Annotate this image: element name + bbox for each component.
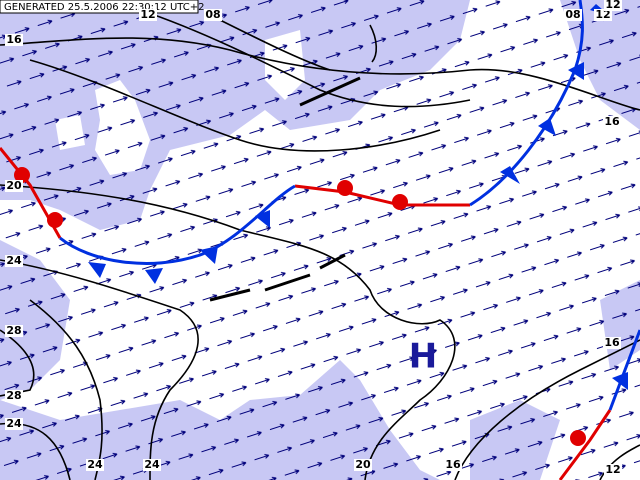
troughs: [209, 76, 361, 302]
isobar-label: 28: [6, 324, 21, 337]
warm-fronts: [0, 147, 612, 480]
isobar-label: 16: [604, 115, 620, 128]
label-box: [564, 9, 582, 21]
label-box: [5, 180, 23, 192]
isobar-label: 20: [355, 458, 371, 471]
isobars: [0, 9, 640, 480]
isobar-label: 08: [205, 8, 220, 21]
isobar-label: 16: [445, 458, 461, 471]
label-box: [139, 9, 157, 21]
label-box: [5, 255, 23, 267]
label-box: [5, 34, 23, 46]
isobar-label: 24: [6, 254, 22, 267]
label-box: [444, 459, 462, 471]
isobar-label: 24: [144, 458, 160, 471]
label-box: [604, 0, 622, 11]
isobar-label: 08: [565, 8, 580, 21]
cold-fronts: [59, 0, 640, 411]
isobar-label: 24: [6, 417, 22, 430]
label-box: [603, 116, 621, 128]
isobar-label: 24: [87, 458, 103, 471]
isobar-label: 16: [6, 33, 22, 46]
high-pressure-center: H: [409, 337, 437, 377]
label-box: [594, 9, 612, 21]
generated-stamp: GENERATED 25.5.2006 22:30:12 UTC+2: [4, 2, 205, 13]
label-box: [603, 337, 621, 349]
isobar-label: 28: [6, 389, 21, 402]
label-box: [5, 325, 23, 337]
label-box: [604, 464, 622, 476]
isobar-label: 12: [595, 8, 610, 21]
label-box: [5, 418, 23, 430]
isobar-label: 16: [604, 336, 620, 349]
isobar-label: 12: [140, 8, 155, 21]
label-box: [354, 459, 372, 471]
isobar-label: 12: [605, 0, 620, 11]
isobar-label: 12: [605, 463, 620, 476]
label-box: [86, 459, 104, 471]
label-box: [5, 390, 23, 402]
label-box: [143, 459, 161, 471]
label-box: [204, 9, 222, 21]
isobar-label: 20: [6, 179, 22, 192]
